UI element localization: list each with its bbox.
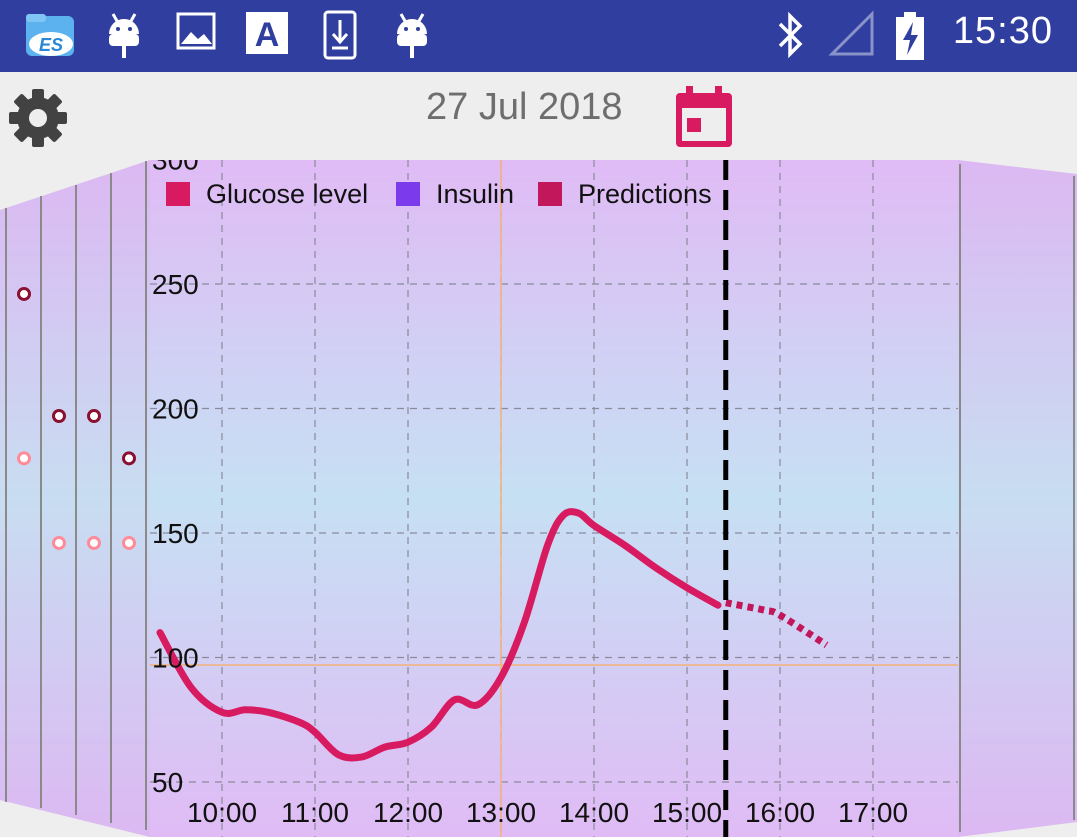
- es-file-explorer-icon: ES: [26, 14, 74, 56]
- left-panel-columns: [5, 161, 147, 830]
- status-bar: ES A: [0, 0, 1077, 72]
- right-side-panel: [958, 160, 1077, 837]
- side-panel-marker: [122, 535, 136, 550]
- side-panel-marker: [52, 408, 66, 423]
- svg-text:A: A: [255, 16, 280, 54]
- y-axis-ticks: 50 100 150 200 250 300: [152, 160, 199, 798]
- side-panel-marker: [17, 286, 31, 301]
- y-tick-label: 250: [152, 269, 199, 300]
- gear-icon[interactable]: [6, 86, 70, 150]
- download-icon: [323, 10, 357, 60]
- side-panel-marker: [52, 535, 66, 550]
- signal-icon: [828, 10, 874, 56]
- x-tick-label: 14:00: [559, 797, 629, 828]
- x-tick-label: 16:00: [745, 797, 815, 828]
- calendar-icon[interactable]: [673, 84, 735, 150]
- legend: Glucose level Insulin Predictions: [166, 179, 712, 209]
- bluetooth-icon: [778, 11, 803, 59]
- legend-label: Glucose level: [206, 179, 368, 209]
- image-icon: [176, 12, 216, 50]
- status-time: 15:30: [952, 10, 1053, 52]
- side-panel-marker: [87, 408, 101, 423]
- glucose-chart[interactable]: 50 100 150 200 250 300 10:00 11:00 12:00 13:00 14…: [0, 160, 1077, 837]
- x-tick-label: 10:00: [187, 797, 257, 828]
- crosshair: [150, 160, 958, 837]
- side-panel-marker: [17, 451, 31, 466]
- battery-charging-icon: [896, 12, 924, 60]
- plot-background: [150, 160, 958, 837]
- y-tick-label: 100: [152, 643, 199, 674]
- series-glucose-level: [156, 508, 722, 762]
- legend-label: Insulin: [436, 179, 514, 209]
- font-a-icon: A: [246, 12, 288, 54]
- legend-swatch: [538, 182, 562, 206]
- android-icon: [109, 13, 139, 58]
- x-tick-label: 11:00: [281, 797, 349, 828]
- y-tick-label: 150: [152, 518, 199, 549]
- legend-swatch: [166, 182, 190, 206]
- x-tick-label: 17:00: [838, 797, 908, 828]
- x-axis-ticks: 10:00 11:00 12:00 13:00 14:00 15:00 16:00 17:00: [187, 797, 908, 828]
- android-icon: [397, 13, 427, 58]
- x-tick-label: 15:00: [652, 797, 722, 828]
- series-layer: [156, 508, 829, 762]
- y-tick-label: 200: [152, 394, 199, 425]
- side-panel-marker: [122, 451, 136, 466]
- legend-swatch: [396, 182, 420, 206]
- x-tick-label: 13:00: [466, 797, 536, 828]
- side-panel-markers: [17, 286, 136, 550]
- series-predictions: [725, 599, 829, 648]
- svg-text:ES: ES: [39, 35, 63, 55]
- y-tick-label: 50: [152, 767, 183, 798]
- x-tick-label: 12:00: [373, 797, 443, 828]
- side-panel-marker: [87, 535, 101, 550]
- toolbar: 27 Jul 2018: [0, 72, 1077, 160]
- date-label: 27 Jul 2018: [426, 86, 623, 128]
- y-tick-label: 300: [152, 160, 199, 176]
- legend-label: Predictions: [578, 179, 712, 209]
